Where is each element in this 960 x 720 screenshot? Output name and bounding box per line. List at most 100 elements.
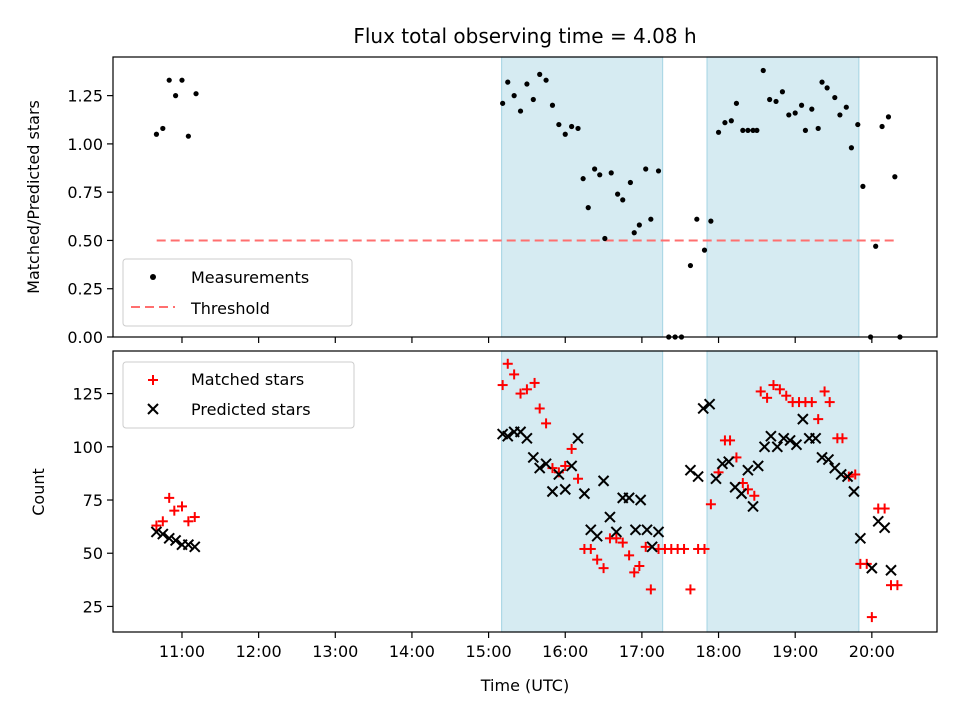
- predicted-point-b: [634, 494, 647, 506]
- measurement-point: [760, 67, 766, 74]
- predicted-point: [565, 460, 578, 472]
- legend-cross: [147, 403, 159, 415]
- matched-point: [529, 377, 540, 388]
- measurement-point: [608, 170, 614, 176]
- predicted-point-b: [816, 451, 828, 464]
- matched-point: [768, 380, 779, 391]
- predicted-point: [169, 534, 182, 547]
- predicted-point: [578, 487, 591, 500]
- predicted-point-b: [885, 564, 897, 576]
- predicted-point: [610, 526, 623, 538]
- matched-point: [541, 418, 552, 429]
- measurement-point: [754, 127, 760, 133]
- matched-point: [598, 563, 609, 574]
- measurement-point: [500, 100, 506, 106]
- measurement-point: [694, 216, 700, 222]
- predicted-point-b: [646, 541, 658, 553]
- x-tick-label: 14:00: [389, 642, 435, 661]
- predicted-point: [692, 470, 704, 483]
- predicted-point-b: [784, 434, 796, 447]
- measurement-point: [824, 85, 830, 91]
- matched-point: [189, 512, 200, 523]
- matched-point: [534, 403, 545, 414]
- legend-threshold-label: Threshold: [190, 299, 270, 318]
- measurement-point: [543, 77, 549, 83]
- matched-point: [699, 543, 710, 554]
- predicted-point-b: [553, 468, 565, 481]
- measurement-point: [615, 191, 621, 197]
- predicted-point-b: [157, 528, 169, 540]
- matched-point: [502, 358, 513, 369]
- predicted-point-b: [623, 492, 635, 504]
- predicted-point-b: [163, 532, 175, 545]
- predicted-point: [546, 485, 559, 498]
- matched-point: [497, 380, 508, 391]
- measurement-point: [592, 166, 598, 172]
- predicted-point: [703, 398, 716, 410]
- predicted-point: [885, 564, 897, 576]
- predicted-point-b: [585, 524, 597, 536]
- predicted-point-b: [797, 413, 809, 425]
- predicted-point-b: [591, 530, 603, 542]
- predicted-point-b: [521, 432, 533, 444]
- bottom-panel: 25 50 75 100 125 11:00 12:00 13:00 14:00 15:00 16:…: [29, 350, 938, 695]
- legend-predicted-label: Predicted stars: [191, 400, 311, 419]
- predicted-point-b: [747, 500, 759, 513]
- plot-frame: [112, 56, 938, 338]
- x-tick-label: 20:00: [849, 642, 895, 661]
- predicted-point: [502, 430, 514, 442]
- measurement-point: [602, 235, 608, 242]
- predicted-point-b: [514, 426, 527, 438]
- measurement-point: [655, 168, 662, 174]
- measurement-point: [832, 94, 838, 101]
- predicted-point: [848, 485, 860, 498]
- predicted-point-b: [533, 462, 546, 474]
- top-y-axis-label: Matched/Predicted stars: [24, 100, 43, 294]
- matched-point: [685, 584, 696, 595]
- measurement-point: [750, 127, 756, 133]
- matched-point: [521, 384, 532, 395]
- count-series: [150, 358, 903, 623]
- measurement-point: [153, 131, 160, 137]
- matched-point: [749, 490, 760, 501]
- legend-measurements-label: Measurements: [191, 268, 309, 287]
- x-axis-label: Time (UTC): [480, 676, 569, 695]
- matched-point: [634, 561, 645, 572]
- matched-point: [617, 537, 628, 548]
- x-tick-label: 13:00: [312, 642, 358, 661]
- matched-point: [560, 460, 571, 471]
- predicted-point-b: [150, 526, 163, 538]
- matched-point: [585, 543, 596, 554]
- x-tick-label: 19:00: [772, 642, 818, 661]
- measurement-point: [809, 106, 815, 112]
- predicted-point-b: [684, 464, 697, 476]
- predicted-point: [765, 430, 777, 442]
- measurement-point: [819, 79, 825, 85]
- predicted-point: [835, 468, 847, 481]
- measurement-point: [185, 133, 191, 139]
- chart-title: Flux total observing time = 4.08 h: [353, 24, 696, 48]
- matched-point: [774, 384, 785, 395]
- predicted-point-b: [742, 464, 754, 476]
- measurement-point: [843, 104, 849, 110]
- measurement-point: [885, 114, 892, 120]
- measurement-point: [537, 71, 543, 77]
- predicted-point-b: [546, 485, 559, 498]
- predicted-point-b: [527, 451, 540, 464]
- measurement-point: [773, 98, 779, 105]
- measurement-point: [597, 172, 603, 178]
- measurement-point: [648, 216, 654, 222]
- predicted-point: [150, 526, 163, 538]
- predicted-point-b: [829, 462, 841, 474]
- x-tick-label: 15:00: [466, 642, 512, 661]
- matched-point: [566, 443, 577, 454]
- predicted-point: [521, 432, 533, 444]
- measurement-point: [627, 179, 633, 186]
- plot-frame: [112, 350, 938, 633]
- measurement-point: [580, 176, 586, 182]
- predicted-point-b: [169, 534, 182, 547]
- y-tick-label: 0.50: [67, 231, 103, 250]
- measurement-point: [860, 183, 866, 189]
- matched-point: [679, 543, 690, 554]
- matched-point: [879, 503, 890, 514]
